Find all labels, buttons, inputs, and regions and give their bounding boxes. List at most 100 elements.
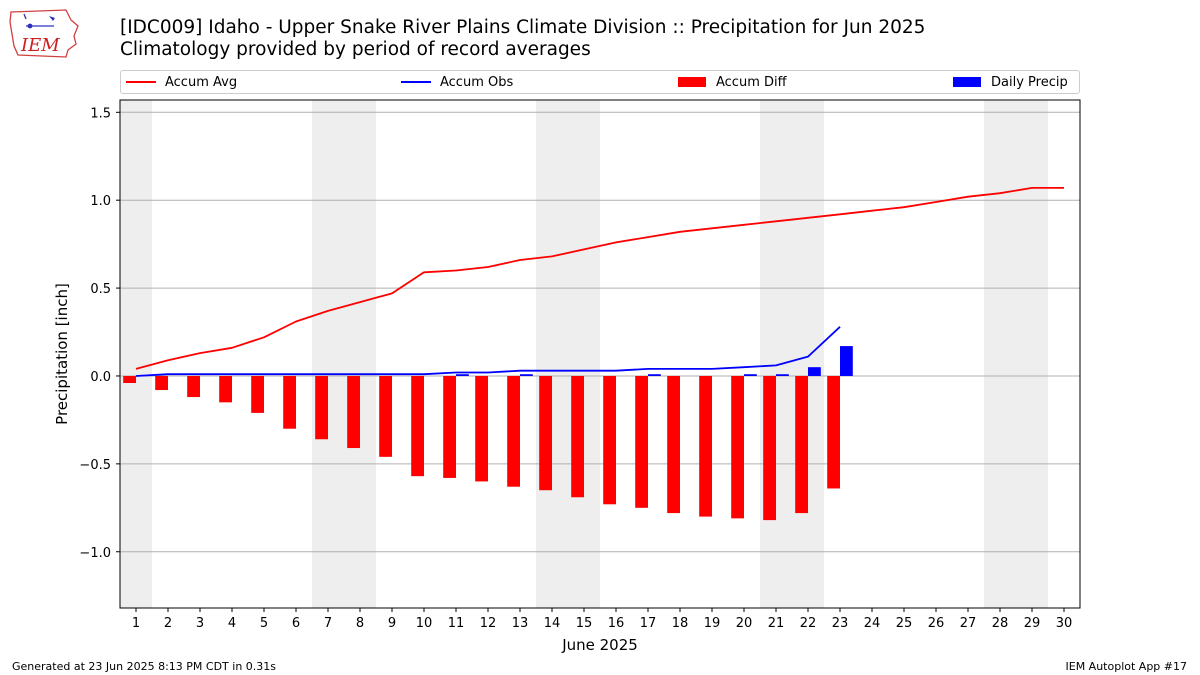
weekend-band [568,100,600,608]
x-tick-label: 3 [196,616,204,631]
plot-frame [119,99,1081,609]
legend: Accum Avg Accum Obs Accum Diff Daily Pre… [120,70,1080,94]
daily-precip-bar [744,374,757,376]
x-tick-label: 8 [356,616,364,631]
gridlines [120,111,1080,553]
weekend-band [1016,100,1048,608]
x-tick-label: 12 [480,616,497,631]
x-tick-label: 14 [544,616,561,631]
y-tick-label: 1.0 [90,194,111,209]
accum-diff-bar [635,375,648,508]
iem-logo: IEM [9,9,79,58]
x-tick-label: 10 [416,616,433,631]
footer-app: IEM Autoplot App #17 [1065,660,1188,673]
x-tick-label: 22 [800,616,817,631]
accum-avg-line [135,186,1064,370]
legend-swatch-daily-precip [953,77,981,87]
x-tick-label: 27 [960,616,977,631]
weekend-band [792,100,824,608]
legend-item-accum-obs: Accum Obs [401,71,513,93]
series-lines [135,186,1064,377]
accum-diff-bar [187,375,200,398]
accum-diff-bar [795,375,808,514]
accum-diff-bar [539,375,552,491]
chart-subtitle: Climatology provided by period of record… [120,39,591,60]
y-tick-label: −1.0 [79,546,111,561]
x-tick-label: 9 [388,616,396,631]
y-tick-label: 0.5 [90,282,111,297]
legend-label-daily-precip: Daily Precip [991,74,1068,90]
x-axis-ticks: 1 2 3 4 5 6 7 8 9 10 11 12 13 14 15 16 17 18 19 20 21 22 23 24 2… [132,608,1072,631]
x-tick-label: 16 [608,616,625,631]
legend-swatch-accum-avg [126,81,156,83]
daily-precip-bar [808,367,821,376]
weekend-shading [120,100,1048,608]
accum-diff-bar [731,375,744,519]
x-tick-label: 28 [992,616,1009,631]
x-tick-label: 6 [292,616,300,631]
legend-label-accum-avg: Accum Avg [165,74,238,90]
accum-diff-bar [155,375,168,391]
accum-diff-bar [571,375,584,498]
y-tick-label: 1.5 [90,106,111,121]
x-tick-label: 19 [704,616,721,631]
legend-swatch-accum-obs [401,81,431,83]
x-axis-label: June 2025 [561,636,638,654]
x-tick-label: 25 [896,616,913,631]
accum-diff-bar [827,375,840,489]
x-tick-label: 13 [512,616,529,631]
footer-generated: Generated at 23 Jun 2025 8:13 PM CDT in … [12,660,277,673]
y-axis-label: Precipitation [inch] [53,283,71,425]
x-tick-label: 26 [928,616,945,631]
x-tick-label: 18 [672,616,689,631]
weekend-band [984,100,1016,608]
logo-text: IEM [20,35,60,56]
accum-obs-line [135,326,841,377]
accum-diff-bar [603,375,616,505]
x-tick-label: 20 [736,616,753,631]
legend-item-accum-diff: Accum Diff [678,71,787,93]
x-tick-label: 23 [832,616,849,631]
weekend-band [120,100,152,608]
accum-diff-bar [315,375,328,440]
x-tick-label: 17 [640,616,657,631]
accum-diff-bar [283,375,296,429]
daily-precip-bar [648,374,661,376]
x-tick-label: 11 [448,616,465,631]
weekend-band [312,100,344,608]
accum-diff-bar [411,375,424,477]
daily-precip-bar [840,346,853,376]
daily-precip-bar [456,374,469,376]
legend-swatch-accum-diff [678,77,706,87]
accum-diff-bar [219,375,232,403]
accum-diff-bar [251,375,264,413]
chart-title: [IDC009] Idaho - Upper Snake River Plain… [120,17,926,38]
accum-diff-bar [443,375,456,478]
x-tick-label: 7 [324,616,332,631]
daily-precip-bar [776,374,789,376]
daily-precip-bar [520,374,533,376]
x-tick-label: 1 [132,616,140,631]
legend-item-accum-avg: Accum Avg [126,71,237,93]
x-tick-label: 24 [864,616,881,631]
x-tick-label: 5 [260,616,268,631]
accum-diff-bar [347,375,360,449]
bars [123,346,853,521]
y-axis-ticks: −1.0 −0.5 0.0 0.5 1.0 1.5 [79,106,120,561]
accum-diff-bar [699,375,712,517]
x-tick-label: 21 [768,616,785,631]
weekend-band [344,100,376,608]
legend-item-daily-precip: Daily Precip [953,71,1068,93]
weekend-band [760,100,792,608]
x-tick-label: 29 [1024,616,1041,631]
legend-label-accum-diff: Accum Diff [716,74,787,90]
x-tick-label: 30 [1056,616,1073,631]
y-tick-label: −0.5 [79,458,111,473]
x-tick-label: 4 [228,616,236,631]
accum-diff-bar [667,375,680,514]
accum-diff-bar [379,375,392,457]
x-tick-label: 15 [576,616,593,631]
accum-diff-bar [763,375,776,521]
accum-diff-bar [123,375,136,384]
